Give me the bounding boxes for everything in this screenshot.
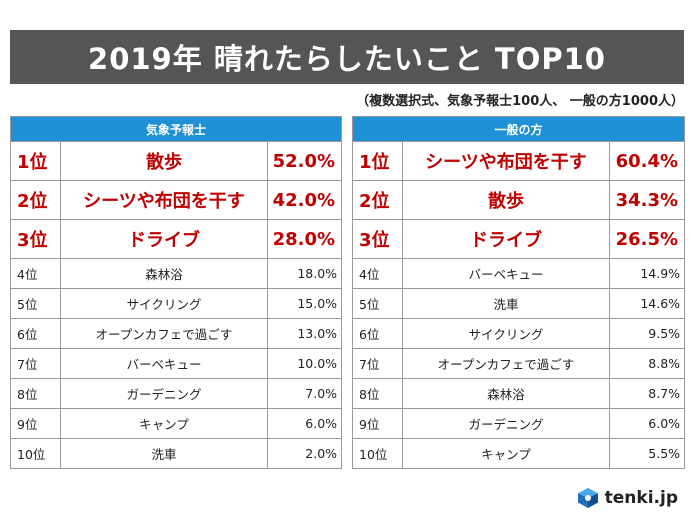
rank-cell: 6位 bbox=[352, 318, 403, 349]
ranking-table-general: 一般の方 1位 シーツや布団を干す 60.4% 2位 散歩 34.3% 3位 ドライブ 26.5… bbox=[351, 116, 686, 469]
activity-cell: サイクリング bbox=[60, 288, 268, 319]
tenki-logo-icon bbox=[577, 488, 598, 508]
percent-cell: 60.4% bbox=[608, 141, 686, 181]
table-row: 7位 バーベキュー 10.0% bbox=[10, 348, 343, 379]
table-row: 8位 ガーデニング 7.0% bbox=[10, 378, 343, 409]
percent-cell: 52.0% bbox=[266, 141, 343, 181]
activity-cell: サイクリング bbox=[402, 318, 610, 349]
table-row: 9位 ガーデニング 6.0% bbox=[352, 408, 686, 439]
table-row: 9位 キャンプ 6.0% bbox=[10, 408, 343, 439]
rank-cell: 2位 bbox=[10, 180, 61, 220]
table-row: 6位 サイクリング 9.5% bbox=[352, 318, 686, 349]
table-row: 10位 洗車 2.0% bbox=[10, 438, 343, 469]
rank-cell: 9位 bbox=[10, 408, 61, 439]
rank-cell: 9位 bbox=[352, 408, 403, 439]
logo-text: tenki.jp bbox=[604, 488, 678, 508]
activity-cell: キャンプ bbox=[402, 438, 610, 469]
percent-cell: 13.0% bbox=[266, 318, 343, 349]
rank-cell: 7位 bbox=[10, 348, 61, 379]
activity-cell: バーベキュー bbox=[402, 258, 610, 289]
rank-cell: 5位 bbox=[352, 288, 403, 319]
activity-cell: シーツや布団を干す bbox=[60, 180, 268, 220]
rank-cell: 7位 bbox=[352, 348, 403, 379]
percent-cell: 14.6% bbox=[608, 288, 686, 319]
percent-cell: 14.9% bbox=[608, 258, 686, 289]
rank-cell: 4位 bbox=[10, 258, 61, 289]
percent-cell: 28.0% bbox=[266, 219, 343, 259]
activity-cell: ドライブ bbox=[60, 219, 268, 259]
activity-cell: オープンカフェで過ごす bbox=[60, 318, 268, 349]
activity-cell: 洗車 bbox=[60, 438, 268, 469]
percent-cell: 6.0% bbox=[266, 408, 343, 439]
percent-cell: 34.3% bbox=[608, 180, 686, 220]
activity-cell: ガーデニング bbox=[60, 378, 268, 409]
percent-cell: 18.0% bbox=[266, 258, 343, 289]
subtitle: （複数選択式、気象予報士100人、 一般の方1000人） bbox=[356, 94, 684, 109]
table-row: 3位 ドライブ 26.5% bbox=[352, 219, 686, 259]
rank-cell: 8位 bbox=[352, 378, 403, 409]
percent-cell: 6.0% bbox=[608, 408, 686, 439]
table-row: 7位 オープンカフェで過ごす 8.8% bbox=[352, 348, 686, 379]
percent-cell: 8.8% bbox=[608, 348, 686, 379]
activity-cell: 洗車 bbox=[402, 288, 610, 319]
table-row: 2位 シーツや布団を干す 42.0% bbox=[10, 180, 343, 220]
table-header: 一般の方 bbox=[351, 116, 686, 142]
table-row: 4位 バーベキュー 14.9% bbox=[352, 258, 686, 289]
table-row: 6位 オープンカフェで過ごす 13.0% bbox=[10, 318, 343, 349]
rank-cell: 6位 bbox=[10, 318, 61, 349]
activity-cell: オープンカフェで過ごす bbox=[402, 348, 610, 379]
activity-cell: 散歩 bbox=[60, 141, 268, 181]
percent-cell: 10.0% bbox=[266, 348, 343, 379]
activity-cell: ガーデニング bbox=[402, 408, 610, 439]
percent-cell: 9.5% bbox=[608, 318, 686, 349]
percent-cell: 8.7% bbox=[608, 378, 686, 409]
rank-cell: 3位 bbox=[10, 219, 61, 259]
activity-cell: バーベキュー bbox=[60, 348, 268, 379]
title-banner: 2019年 晴れたらしたいこと TOP10 bbox=[10, 30, 684, 84]
rank-cell: 2位 bbox=[352, 180, 403, 220]
table-row: 8位 森林浴 8.7% bbox=[352, 378, 686, 409]
percent-cell: 7.0% bbox=[266, 378, 343, 409]
percent-cell: 42.0% bbox=[266, 180, 343, 220]
rank-cell: 5位 bbox=[10, 288, 61, 319]
table-row: 3位 ドライブ 28.0% bbox=[10, 219, 343, 259]
table-row: 1位 散歩 52.0% bbox=[10, 141, 343, 181]
percent-cell: 15.0% bbox=[266, 288, 343, 319]
table-header: 気象予報士 bbox=[9, 116, 343, 142]
percent-cell: 5.5% bbox=[608, 438, 686, 469]
table-row: 4位 森林浴 18.0% bbox=[10, 258, 343, 289]
table-row: 5位 洗車 14.6% bbox=[352, 288, 686, 319]
rank-cell: 10位 bbox=[10, 438, 61, 469]
table-row: 5位 サイクリング 15.0% bbox=[10, 288, 343, 319]
table-row: 2位 散歩 34.3% bbox=[352, 180, 686, 220]
activity-cell: 散歩 bbox=[402, 180, 610, 220]
percent-cell: 26.5% bbox=[608, 219, 686, 259]
activity-cell: ドライブ bbox=[402, 219, 610, 259]
table-row: 1位 シーツや布団を干す 60.4% bbox=[352, 141, 686, 181]
rank-cell: 1位 bbox=[10, 141, 61, 181]
ranking-table-forecasters: 気象予報士 1位 散歩 52.0% 2位 シーツや布団を干す 42.0% 3位 ドライブ 28.… bbox=[9, 116, 343, 469]
rank-cell: 10位 bbox=[352, 438, 403, 469]
activity-cell: 森林浴 bbox=[402, 378, 610, 409]
table-row: 10位 キャンプ 5.5% bbox=[352, 438, 686, 469]
activity-cell: キャンプ bbox=[60, 408, 268, 439]
rank-cell: 8位 bbox=[10, 378, 61, 409]
activity-cell: シーツや布団を干す bbox=[402, 141, 610, 181]
percent-cell: 2.0% bbox=[266, 438, 343, 469]
rank-cell: 3位 bbox=[352, 219, 403, 259]
rank-cell: 1位 bbox=[352, 141, 403, 181]
activity-cell: 森林浴 bbox=[60, 258, 268, 289]
tenki-logo[interactable]: tenki.jp bbox=[577, 487, 678, 509]
page-title: 2019年 晴れたらしたいこと TOP10 bbox=[88, 42, 606, 76]
rank-cell: 4位 bbox=[352, 258, 403, 289]
